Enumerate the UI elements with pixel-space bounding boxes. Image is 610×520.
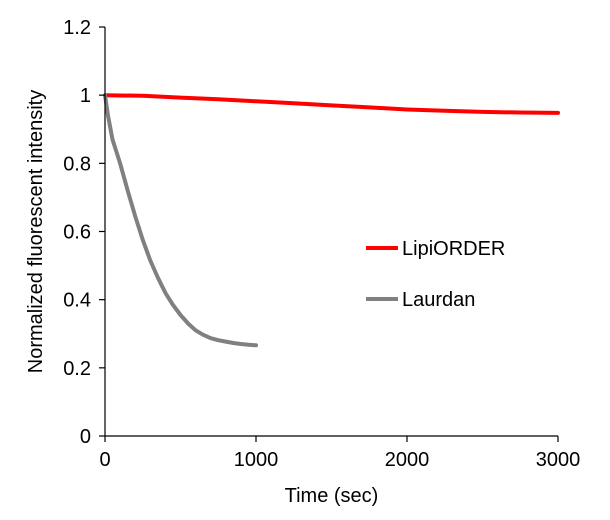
series-line-lipiorder — [103, 93, 560, 115]
y-tick-label: 0 — [80, 426, 91, 448]
x-tick-label: 1000 — [234, 449, 279, 471]
x-tick-label: 3000 — [536, 449, 581, 471]
y-tick-label: 0.6 — [63, 222, 91, 244]
series-line-laurdan — [103, 93, 258, 348]
y-tick-label: 1 — [80, 85, 91, 107]
y-tick-label: 0.8 — [63, 153, 91, 175]
legend-label-laurdan: Laurdan — [402, 289, 475, 311]
y-tick-label: 0.2 — [63, 358, 91, 380]
y-tick-label: 0.4 — [63, 290, 91, 312]
x-axis-title: Time (sec) — [285, 485, 379, 507]
x-tick-label: 2000 — [385, 449, 430, 471]
axes: 0 0.2 0.4 0.6 0.8 1 1.2 0 1000 2000 3000 — [63, 17, 580, 471]
legend: LipiORDER Laurdan — [366, 238, 505, 311]
y-axis-title: Normalized fluorescent intensity — [25, 90, 47, 373]
y-tick-label: 1.2 — [63, 17, 91, 39]
x-tick-label: 0 — [99, 449, 110, 471]
plot-area — [103, 93, 560, 348]
legend-label-lipiorder: LipiORDER — [402, 238, 505, 260]
